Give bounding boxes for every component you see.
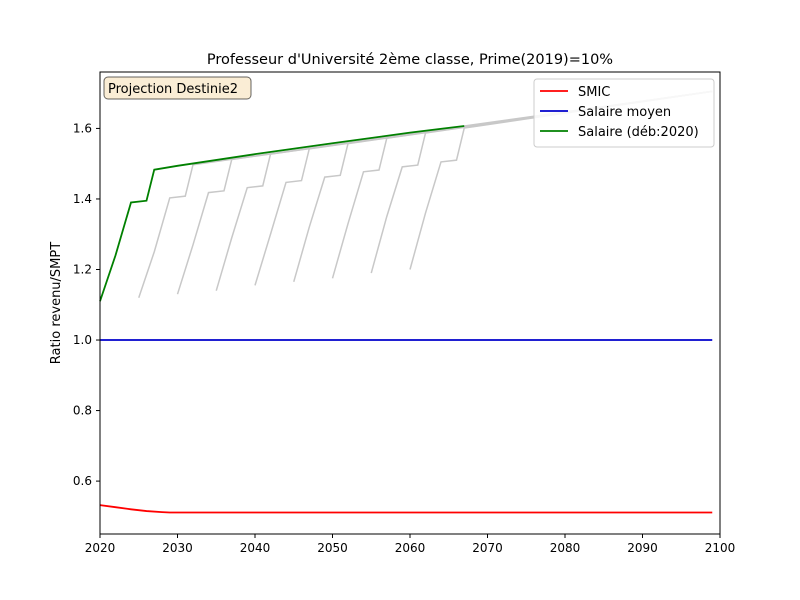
plot-area [99,71,721,535]
x-tick-label: 2050 [317,541,348,555]
annotation-text: Projection Destinie2 [108,82,238,97]
x-tick-label: 2020 [85,541,116,555]
y-axis: 0.6 0.8 1.0 1.2 1.4 1.6 [73,121,100,488]
annotation-box: Projection Destinie2 [103,76,252,100]
y-tick-label: 1.4 [73,192,92,206]
y-tick-label: 0.8 [73,404,92,418]
background-series-line-8 [409,90,713,270]
x-tick-label: 2080 [550,541,581,555]
y-tick-label: 1.0 [73,333,92,347]
annotation-background [103,76,252,100]
x-tick-label: 2100 [705,541,736,555]
y-axis-label: Ratio revenu/SMPT [49,242,64,364]
chart-title: Professeur d'Université 2ème classe, Pri… [207,52,613,68]
x-tick-label: 2040 [240,541,271,555]
y-tick-label: 0.6 [73,474,92,488]
series-line-3 [99,125,465,302]
legend: SMIC Salaire moyen Salaire (déb:2020) [533,78,715,148]
x-tick-label: 2030 [162,541,193,555]
legend-frame [533,78,715,148]
x-tick-label: 2060 [395,541,426,555]
background-series-group [138,90,713,298]
plot-background [100,72,720,534]
x-tick-label: 2070 [472,541,503,555]
y-tick-label: 1.6 [73,121,92,135]
y-tick-label: 1.2 [73,262,92,276]
legend-label-2: Salaire moyen [578,105,671,120]
x-axis: 2020 2030 2040 2050 2060 2070 2080 2090 2100 [85,534,736,555]
x-tick-label: 2090 [627,541,658,555]
series-group [99,125,713,514]
series-line-1 [99,504,713,514]
legend-label-3: Salaire (déb:2020) [578,125,699,140]
legend-label-1: SMIC [578,85,610,100]
